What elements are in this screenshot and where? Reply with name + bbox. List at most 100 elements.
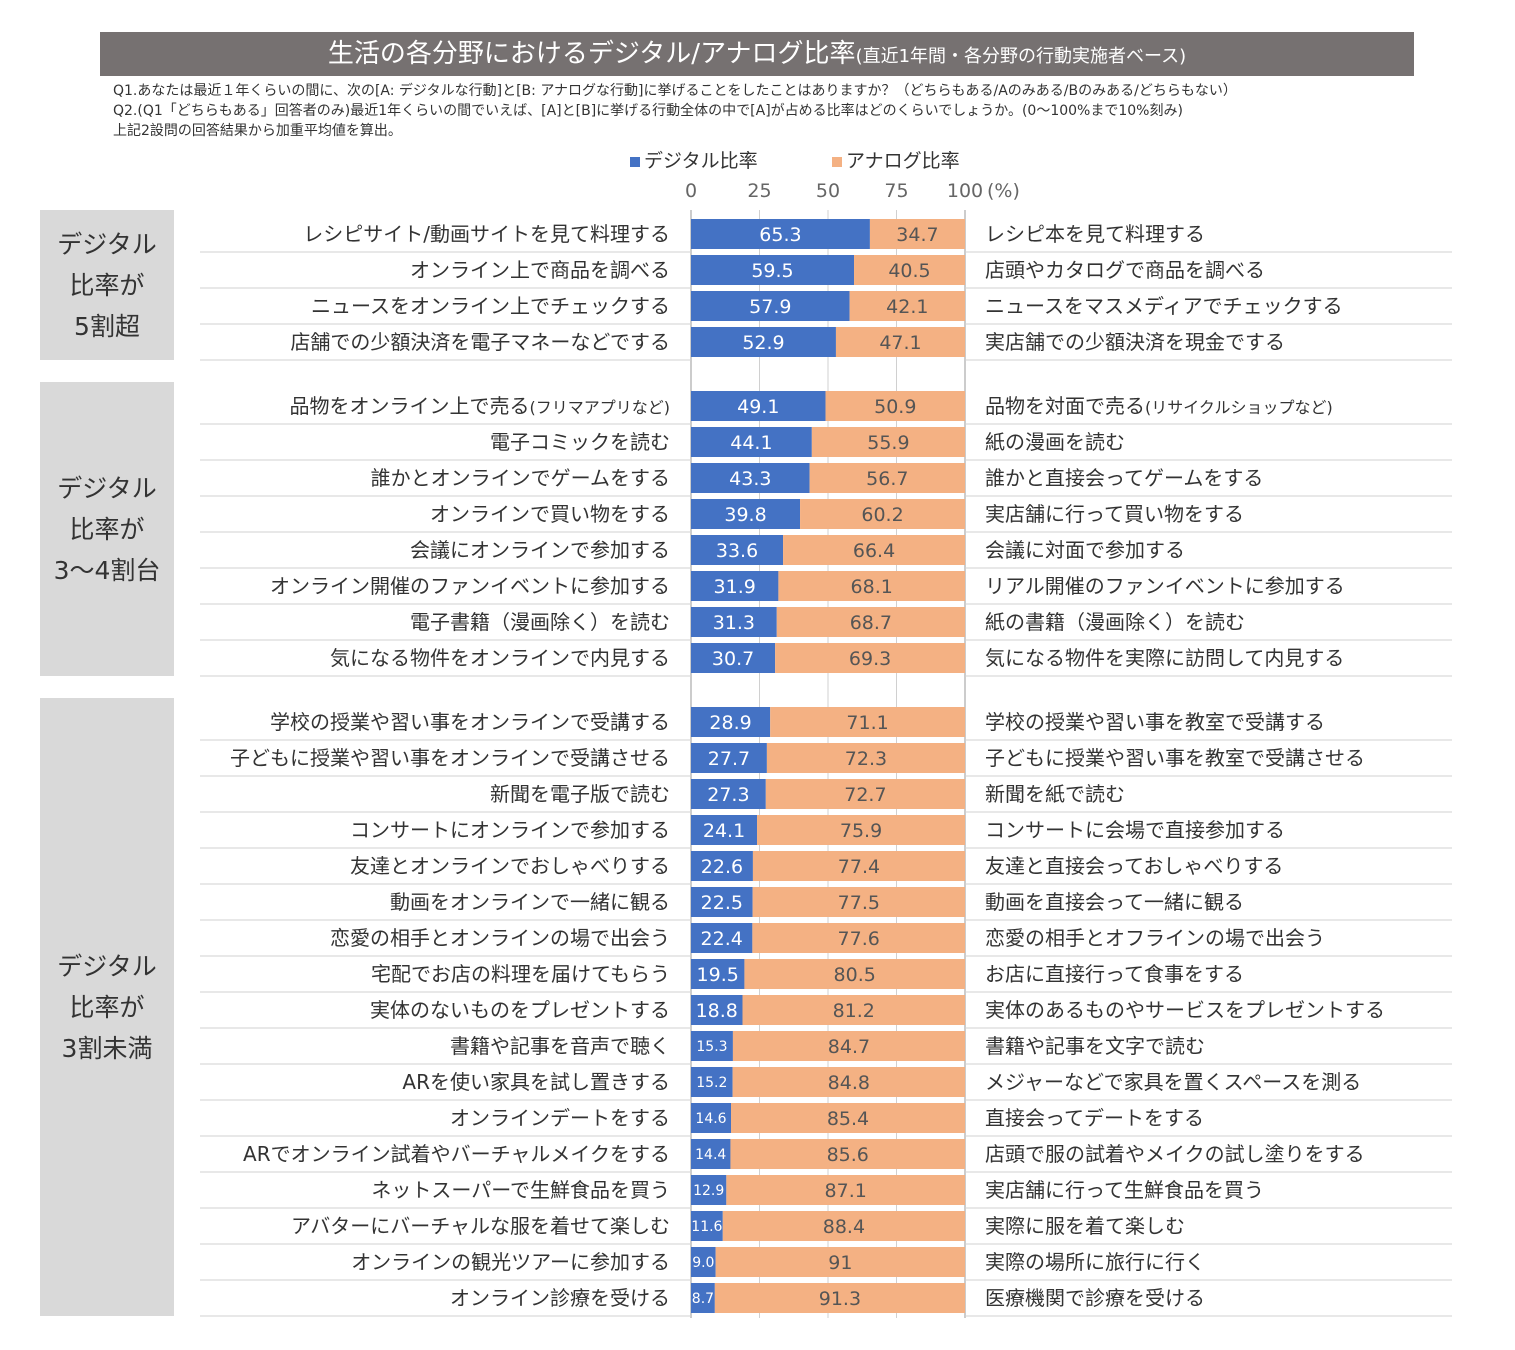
digital-value-label: 65.3 <box>759 224 801 246</box>
analog-bar <box>715 1247 965 1277</box>
analog-bar <box>752 851 965 881</box>
digital-bar <box>691 1211 723 1241</box>
analog-activity-label: 実際の場所に旅行に行く <box>985 1250 1205 1274</box>
analog-activity-label: 直接会ってデートをする <box>985 1106 1204 1130</box>
digital-bar <box>691 255 855 285</box>
digital-activity-text: 店舗での少額決済を電子マネーなどでする <box>290 330 670 354</box>
analog-activity-text: 実店舗に行って買い物をする <box>985 502 1244 526</box>
digital-activity-label: 恋愛の相手とオンラインの場で出会う <box>330 926 670 950</box>
analog-value-label: 84.7 <box>828 1036 870 1058</box>
digital-bar <box>691 499 801 529</box>
digital-activity-text: アバターにバーチャルな服を着せて楽しむ <box>291 1214 670 1238</box>
analog-activity-label: お店に直接行って食事をする <box>985 962 1244 986</box>
analog-value-label: 75.9 <box>840 820 882 842</box>
digital-value-label: 31.9 <box>714 576 756 598</box>
legend-item-digital: デジタル比率 <box>630 146 758 173</box>
digital-bar <box>691 707 771 737</box>
analog-bar <box>744 959 965 989</box>
digital-activity-text: 電子コミックを読む <box>490 430 670 454</box>
analog-activity-label: 実体のあるものやサービスをプレゼントする <box>985 998 1385 1022</box>
group-box <box>40 382 174 676</box>
digital-value-label: 24.1 <box>703 820 745 842</box>
analog-bar <box>765 779 965 809</box>
analog-activity-text: 実際に服を着て楽しむ <box>985 1214 1185 1238</box>
digital-activity-label: レシピサイト/動画サイトを見て料理する <box>303 222 670 246</box>
digital-activity-text: ARを使い家具を試し置きする <box>402 1070 670 1094</box>
digital-activity-text: オンライン診療を受ける <box>450 1286 670 1310</box>
digital-activity-label: 誰かとオンラインでゲームをする <box>371 466 670 490</box>
digital-activity-text: 品物をオンライン上で売る <box>290 394 530 418</box>
digital-activity-text: 学校の授業や習い事をオンラインで受講する <box>270 710 670 734</box>
legend-swatch-analog <box>832 156 842 167</box>
digital-bar <box>691 1067 733 1097</box>
analog-bar <box>835 327 965 357</box>
analog-activity-text: 友達と直接会っておしゃべりする <box>985 854 1283 878</box>
analog-activity-label: リアル開催のファンイベントに参加する <box>985 574 1345 598</box>
digital-value-label: 22.5 <box>701 892 743 914</box>
digital-activity-text: コンサートにオンラインで参加する <box>350 818 670 842</box>
analog-activity-label: 学校の授業や習い事を教室で受講する <box>985 710 1325 734</box>
x-unit-label: (%) <box>987 180 1020 202</box>
analog-value-label: 68.1 <box>851 576 893 598</box>
digital-activity-label: 会議にオンラインで参加する <box>410 538 670 562</box>
analog-bar <box>732 1067 965 1097</box>
digital-activity-label: 書籍や記事を音声で聴く <box>450 1034 670 1058</box>
digital-activity-label: 動画をオンラインで一緒に観る <box>390 890 670 914</box>
analog-bar <box>800 499 965 529</box>
analog-activity-text: 実際の場所に旅行に行く <box>985 1250 1205 1274</box>
digital-activity-text: 宅配でお店の料理を届けてもらう <box>371 962 670 986</box>
analog-activity-text: 紙の書籍（漫画除く）を読む <box>985 610 1245 634</box>
analog-activity-label: 書籍や記事を文字で読む <box>985 1034 1205 1058</box>
analog-activity-text: 動画を直接会って一緒に観る <box>985 890 1244 914</box>
digital-activity-text: オンラインの観光ツアーに参加する <box>351 1250 670 1274</box>
digital-activity-label: 新聞を電子版で読む <box>490 782 670 806</box>
digital-value-label: 8.7 <box>692 1291 714 1307</box>
question-note-2: Q2.(Q1「どちらもある」回答者のみ)最近1年くらいの間でいえば、[A]と[B… <box>113 103 1183 119</box>
x-tick-label: 25 <box>747 180 771 202</box>
digital-activity-text: 子どもに授業や習い事をオンラインで受講させる <box>230 746 670 770</box>
analog-value-label: 81.2 <box>833 1000 875 1022</box>
digital-activity-text: 動画をオンラインで一緒に観る <box>390 890 670 914</box>
digital-activity-label: 子どもに授業や習い事をオンラインで受講させる <box>230 746 670 770</box>
analog-bar <box>757 815 965 845</box>
digital-activity-text: 実体のないものをプレゼントする <box>370 998 670 1022</box>
analog-activity-text: リアル開催のファンイベントに参加する <box>985 574 1345 598</box>
digital-activity-label: 電子書籍（漫画除く）を読む <box>410 610 670 634</box>
digital-activity-label: オンラインで買い物をする <box>430 502 670 526</box>
digital-bar <box>691 607 777 637</box>
digital-activity-label: 学校の授業や習い事をオンラインで受講する <box>270 710 670 734</box>
analog-activity-label: 実店舗での少額決済を現金でする <box>985 330 1285 354</box>
analog-activity-label: 品物を対面で売る(リサイクルショップなど) <box>985 394 1333 418</box>
analog-bar <box>766 743 965 773</box>
digital-bar <box>691 851 753 881</box>
analog-activity-text: 品物を対面で売る <box>985 394 1145 418</box>
digital-activity-text: レシピサイト/動画サイトを見て料理する <box>303 222 670 246</box>
digital-value-label: 22.6 <box>701 856 743 878</box>
digital-bar <box>691 327 836 357</box>
analog-activity-text: 実体のあるものやサービスをプレゼントする <box>985 998 1385 1022</box>
analog-activity-text: 子どもに授業や習い事を教室で受講させる <box>985 746 1365 770</box>
digital-activity-label: 宅配でお店の料理を届けてもらう <box>371 962 670 986</box>
digital-value-label: 52.9 <box>742 332 784 354</box>
analog-activity-label: 動画を直接会って一緒に観る <box>985 890 1244 914</box>
analog-value-label: 87.1 <box>825 1180 867 1202</box>
digital-activity-text: 新聞を電子版で読む <box>490 782 670 806</box>
analog-activity-note: (リサイクルショップなど) <box>1145 398 1333 417</box>
digital-bar <box>691 887 753 917</box>
analog-value-label: 71.1 <box>846 712 888 734</box>
analog-activity-label: 紙の漫画を読む <box>985 430 1125 454</box>
analog-value-label: 69.3 <box>849 648 891 670</box>
legend-label-analog: アナログ比率 <box>846 150 960 172</box>
analog-activity-label: 実店舗に行って買い物をする <box>985 502 1244 526</box>
digital-activity-note: (フリマアプリなど) <box>530 398 671 417</box>
chart-legend: デジタル比率 アナログ比率 <box>0 146 1515 172</box>
digital-value-label: 22.4 <box>701 928 743 950</box>
analog-value-label: 72.3 <box>845 748 887 770</box>
analog-activity-text: 実店舗に行って生鮮食品を買う <box>985 1178 1264 1202</box>
analog-activity-text: 直接会ってデートをする <box>985 1106 1204 1130</box>
analog-activity-label: 店頭やカタログで商品を調べる <box>985 258 1265 282</box>
analog-activity-text: 医療機関で診療を受ける <box>985 1286 1205 1310</box>
digital-value-label: 39.8 <box>724 504 766 526</box>
x-tick-label: 75 <box>884 180 908 202</box>
analog-value-label: 88.4 <box>823 1216 865 1238</box>
